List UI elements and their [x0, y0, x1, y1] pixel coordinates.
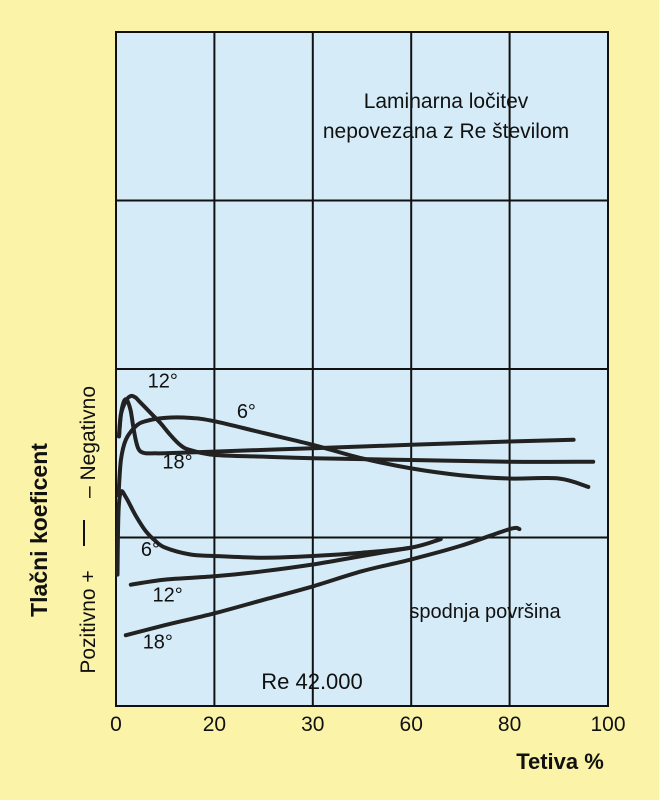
- series-line-upper-18deg: [117, 397, 576, 456]
- x-tick-label: 80: [498, 713, 521, 736]
- series-label: 12°: [148, 371, 178, 393]
- series-line-lower-12deg: [128, 545, 414, 587]
- y-axis-negative-label: – Negativno: [77, 386, 100, 498]
- chart-title-line-2: nepovezana z Re številom: [323, 120, 569, 143]
- x-tick-label: 30: [301, 713, 324, 736]
- x-tick-label: 60: [400, 713, 423, 736]
- x-tick-label: 0: [110, 713, 122, 736]
- x-tick-label: 100: [590, 713, 625, 736]
- series-label: 18°: [162, 451, 192, 473]
- x-tick-label: 20: [203, 713, 226, 736]
- series-label: 6°: [237, 401, 256, 423]
- series-line-lower-6deg: [115, 489, 443, 577]
- series-label: 6°: [141, 539, 160, 561]
- y-axis-positive-label: Pozitivno +: [77, 570, 100, 673]
- reynolds-annotation: Re 42.000: [261, 669, 363, 694]
- x-axis-label: Tetiva %: [516, 749, 604, 774]
- series-label: 12°: [153, 585, 183, 607]
- series-line-upper-12deg: [117, 393, 596, 464]
- chart-title-line-1: Laminarna ločitev: [364, 90, 529, 113]
- lower-surface-annotation: spodnja površina: [409, 601, 561, 623]
- series-line-lower-18deg: [123, 525, 522, 638]
- series-line-upper-6deg: [116, 415, 591, 498]
- y-axis-label: Tlačni koeficent: [26, 443, 52, 617]
- series-label: 18°: [143, 632, 173, 654]
